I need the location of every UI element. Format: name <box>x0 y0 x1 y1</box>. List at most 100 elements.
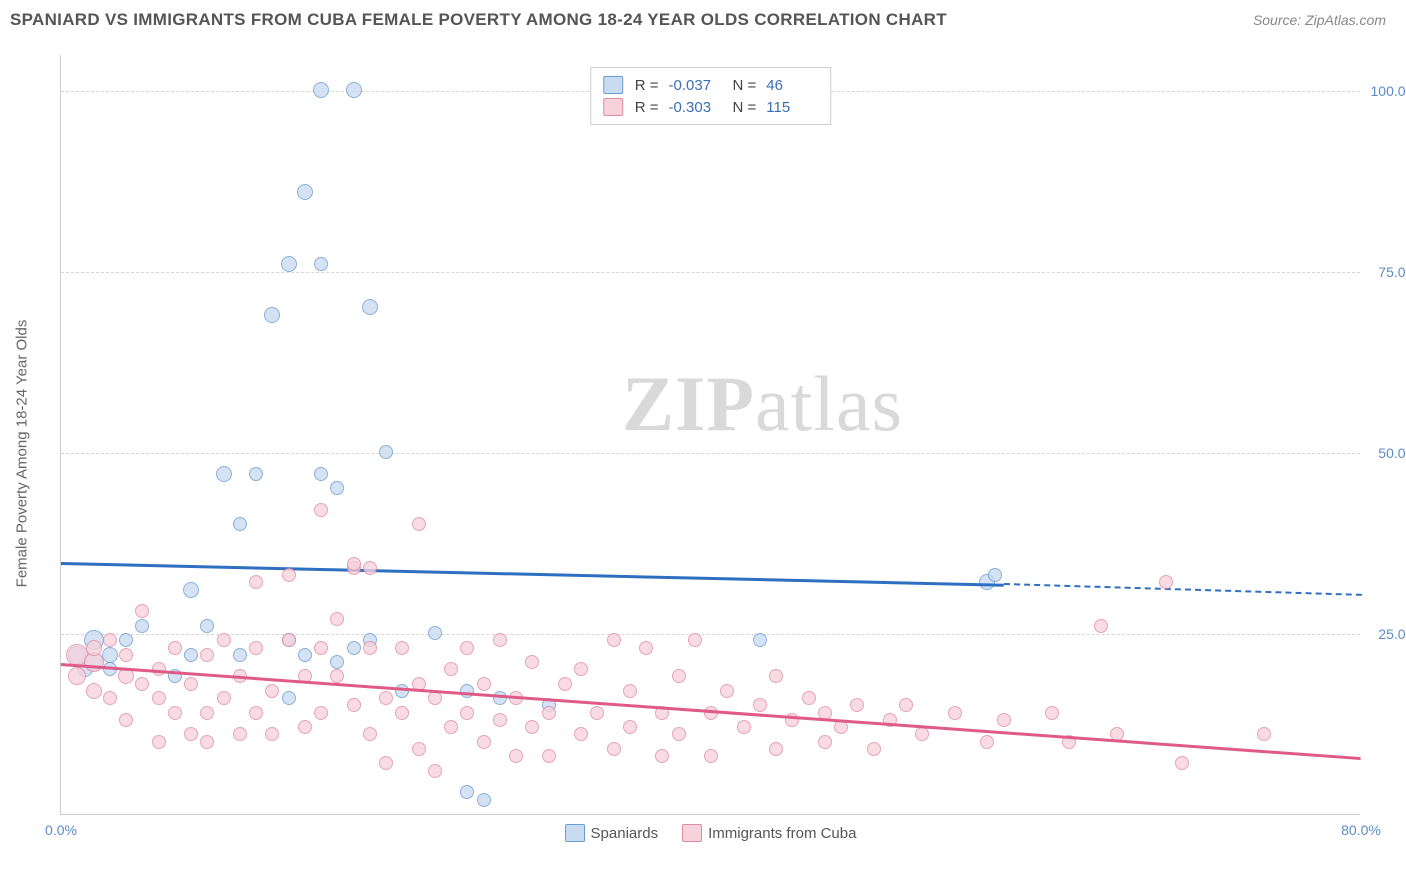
correlation-legend-row: R = -0.303 N = 115 <box>603 96 819 118</box>
scatter-point <box>509 749 523 763</box>
scatter-point <box>347 557 361 571</box>
scatter-point <box>460 684 474 698</box>
scatter-point <box>428 764 442 778</box>
x-tick-label: 0.0% <box>45 822 77 838</box>
scatter-point <box>899 698 913 712</box>
scatter-point <box>135 619 149 633</box>
scatter-point <box>915 727 929 741</box>
scatter-point <box>607 633 621 647</box>
scatter-point <box>655 749 669 763</box>
scatter-point <box>233 648 247 662</box>
r-value: -0.037 <box>669 77 721 94</box>
scatter-point <box>753 698 767 712</box>
scatter-point <box>297 184 313 200</box>
r-value: -0.303 <box>669 99 721 116</box>
scatter-point <box>347 698 361 712</box>
scatter-point <box>363 727 377 741</box>
scatter-point <box>444 662 458 676</box>
scatter-point <box>200 735 214 749</box>
scatter-point <box>347 641 361 655</box>
scatter-point <box>102 647 118 663</box>
scatter-point <box>313 82 329 98</box>
series-legend: Spaniards Immigrants from Cuba <box>565 824 857 842</box>
grid-line <box>61 453 1360 454</box>
scatter-point <box>412 742 426 756</box>
scatter-point <box>1175 756 1189 770</box>
y-axis-label: Female Poverty Among 18-24 Year Olds <box>14 320 31 588</box>
scatter-point <box>68 667 86 685</box>
scatter-point <box>86 683 102 699</box>
scatter-point <box>216 466 232 482</box>
scatter-point <box>168 641 182 655</box>
scatter-point <box>753 633 767 647</box>
scatter-point <box>346 82 362 98</box>
scatter-point <box>314 467 328 481</box>
series-legend-item: Immigrants from Cuba <box>682 824 856 842</box>
scatter-point <box>769 669 783 683</box>
n-label: N = <box>733 99 757 116</box>
scatter-point <box>184 648 198 662</box>
scatter-point <box>818 735 832 749</box>
scatter-point <box>314 641 328 655</box>
scatter-point <box>200 706 214 720</box>
scatter-point <box>103 691 117 705</box>
legend-swatch <box>603 76 623 94</box>
scatter-point <box>428 626 442 640</box>
scatter-point <box>948 706 962 720</box>
scatter-point <box>980 735 994 749</box>
scatter-point <box>988 568 1002 582</box>
scatter-point <box>217 633 231 647</box>
n-value: 115 <box>766 99 818 116</box>
scatter-point <box>265 727 279 741</box>
scatter-point <box>330 669 344 683</box>
scatter-point <box>493 691 507 705</box>
scatter-point <box>704 749 718 763</box>
scatter-point <box>281 256 297 272</box>
n-value: 46 <box>766 77 818 94</box>
scatter-point <box>86 640 102 656</box>
scatter-point <box>379 756 393 770</box>
series-legend-item: Spaniards <box>565 824 659 842</box>
scatter-point <box>135 677 149 691</box>
scatter-point <box>314 503 328 517</box>
y-tick-label: 25.0% <box>1378 626 1406 642</box>
scatter-point <box>233 517 247 531</box>
scatter-point <box>639 641 653 655</box>
scatter-point <box>802 691 816 705</box>
scatter-point <box>623 720 637 734</box>
r-label: R = <box>635 77 659 94</box>
scatter-point <box>119 713 133 727</box>
scatter-point <box>249 467 263 481</box>
scatter-point <box>200 619 214 633</box>
scatter-point <box>590 706 604 720</box>
r-label: R = <box>635 99 659 116</box>
series-legend-label: Spaniards <box>591 825 659 842</box>
scatter-point <box>720 684 734 698</box>
scatter-point <box>249 575 263 589</box>
scatter-point <box>542 706 556 720</box>
scatter-point <box>233 727 247 741</box>
trend-line <box>61 562 1004 586</box>
scatter-point <box>184 677 198 691</box>
watermark-bold: ZIP <box>622 360 755 447</box>
scatter-point <box>264 307 280 323</box>
scatter-point <box>103 633 117 647</box>
scatter-point <box>330 612 344 626</box>
scatter-point <box>574 727 588 741</box>
scatter-point <box>688 633 702 647</box>
scatter-point <box>1257 727 1271 741</box>
scatter-point <box>477 793 491 807</box>
scatter-point <box>525 720 539 734</box>
scatter-point <box>1094 619 1108 633</box>
scatter-point <box>298 720 312 734</box>
legend-swatch <box>565 824 585 842</box>
scatter-point <box>168 706 182 720</box>
scatter-point <box>314 706 328 720</box>
x-tick-label: 80.0% <box>1341 822 1381 838</box>
scatter-point <box>330 481 344 495</box>
scatter-point <box>412 517 426 531</box>
scatter-point <box>152 691 166 705</box>
scatter-point <box>477 735 491 749</box>
scatter-point <box>460 706 474 720</box>
scatter-point <box>493 713 507 727</box>
